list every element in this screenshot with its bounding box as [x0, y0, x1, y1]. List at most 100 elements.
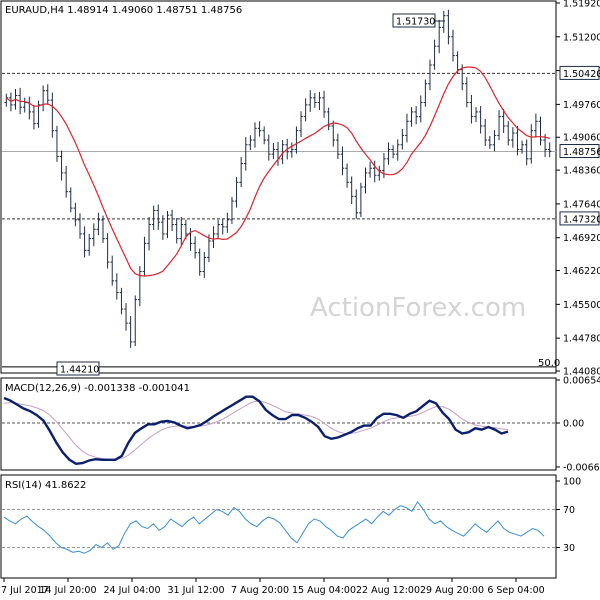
ohlc-bar — [115, 273, 119, 300]
ohlc-bar — [78, 213, 82, 239]
ohlc-bar — [303, 98, 308, 122]
ohlc-bar — [501, 108, 506, 134]
watermark: ActionForex.com — [310, 293, 526, 323]
ohlc-bar — [354, 189, 359, 219]
current-price-tag: 1.48756 — [559, 144, 600, 159]
rsi-panel-frame — [0, 474, 557, 579]
ohlc-bar — [248, 135, 253, 151]
ohlc-bar — [308, 90, 313, 112]
ohlc-bar — [179, 216, 184, 246]
price-ohlc-bars — [4, 9, 552, 348]
time-tick-label: 31 Jul 12:00 — [168, 585, 225, 596]
ohlc-bar — [193, 236, 197, 259]
ohlc-bar — [395, 139, 400, 161]
ohlc-bar — [276, 141, 280, 166]
ohlc-bar — [22, 97, 27, 113]
ohlc-bar — [4, 93, 9, 107]
ohlc-bar — [469, 94, 474, 124]
ohlc-bar — [147, 216, 151, 251]
ohlc-bar — [91, 223, 96, 247]
ohlc-bar — [437, 19, 441, 54]
ohlc-bar — [243, 137, 248, 171]
ohlc-bar — [32, 104, 36, 130]
ohlc-bar — [234, 176, 239, 208]
ohlc-bar — [55, 125, 59, 162]
current-price-tag-text: 1.48756 — [563, 147, 600, 158]
time-tick-label: 15 Aug 04:00 — [292, 585, 356, 596]
ohlc-bar — [239, 157, 243, 188]
ohlc-bar — [266, 134, 271, 161]
price-tick-label: 1.49060 — [563, 133, 600, 144]
ohlc-bar — [174, 218, 179, 244]
ohlc-bar — [317, 91, 322, 111]
fib-label: 50.0 — [538, 358, 560, 369]
ohlc-bar — [326, 107, 331, 131]
ohlc-bar — [331, 120, 336, 147]
rsi-header: RSI(14) 41.8622 — [5, 480, 86, 491]
price-tick-label: 1.44080 — [563, 367, 600, 378]
moving-average-line — [5, 66, 550, 277]
time-tick-label: 14 Jul 20:00 — [40, 585, 97, 596]
ohlc-bar — [64, 165, 68, 198]
ohlc-bar — [432, 39, 437, 70]
ohlc-bar — [142, 236, 147, 277]
ohlc-bar — [50, 92, 55, 138]
ohlc-bar — [441, 10, 446, 33]
ohlc-bar — [253, 122, 257, 148]
ohlc-bar — [340, 146, 345, 176]
time-tick-label: 22 Aug 12:00 — [356, 585, 420, 596]
ohlc-bar — [345, 163, 349, 188]
ohlc-bar — [59, 150, 64, 181]
ohlc-bar — [529, 124, 534, 164]
ohlc-bar — [262, 126, 266, 145]
time-tick-label: 6 Sep 04:00 — [487, 585, 544, 596]
ohlc-bar — [492, 130, 497, 152]
ohlc-bar — [465, 77, 469, 108]
ohlc-bar — [230, 196, 234, 225]
ohlc-bar — [124, 303, 128, 331]
lower-level-tag-text: 1.47320 — [563, 214, 600, 225]
price-tags: 1.51730 1.44210 1.50420 1.48756 1.47320 — [56, 13, 600, 376]
time-tick-label: 7 Aug 20:00 — [231, 585, 289, 596]
price-tick-label: 1.46220 — [563, 266, 600, 277]
ohlc-bar — [73, 202, 78, 227]
ohlc-bar — [128, 316, 133, 348]
ohlc-bar — [225, 212, 230, 233]
ohlc-bar — [82, 226, 87, 258]
lower-level-tag: 1.47320 — [559, 211, 600, 226]
rsi-tick-label: 100 — [563, 477, 581, 488]
ohlc-bar — [110, 255, 115, 286]
ohlc-bar — [547, 142, 552, 158]
ohlc-bar — [497, 110, 501, 141]
macd-header: MACD(12,26,9) -0.001338 -0.001041 — [5, 383, 190, 394]
ohlc-bar — [101, 215, 105, 243]
time-tick-label: 29 Aug 20:00 — [420, 585, 484, 596]
ohlc-bar — [96, 212, 101, 236]
ohlc-bar — [151, 205, 156, 230]
price-tick-label: 1.44780 — [563, 334, 600, 345]
ohlc-bar — [36, 100, 41, 128]
ohlc-bar — [207, 234, 211, 263]
ohlc-bar — [87, 233, 91, 256]
ohlc-bar — [543, 134, 547, 158]
high-price-tag-text: 1.51730 — [396, 17, 435, 28]
ohlc-bar — [68, 187, 73, 213]
ohlc-bar — [386, 142, 391, 165]
ohlc-bar — [220, 218, 225, 235]
ohlc-bar — [280, 139, 285, 165]
price-tick-label: 1.51920 — [563, 0, 600, 10]
ohlc-bar — [391, 145, 395, 159]
price-panel-frame — [0, 0, 557, 374]
ohlc-bar — [105, 233, 110, 269]
ohlc-bar — [290, 142, 294, 158]
ohlc-bar — [524, 139, 529, 166]
ohlc-bar — [45, 84, 50, 105]
ohlc-bar — [138, 266, 142, 307]
time-tick-label: 7 Jul 2017 — [1, 585, 49, 596]
ohlc-bar — [478, 105, 483, 134]
ohlc-bar — [197, 248, 202, 276]
ohlc-bar — [446, 9, 451, 45]
ohlc-bar — [336, 133, 340, 159]
ohlc-bar — [359, 182, 363, 218]
